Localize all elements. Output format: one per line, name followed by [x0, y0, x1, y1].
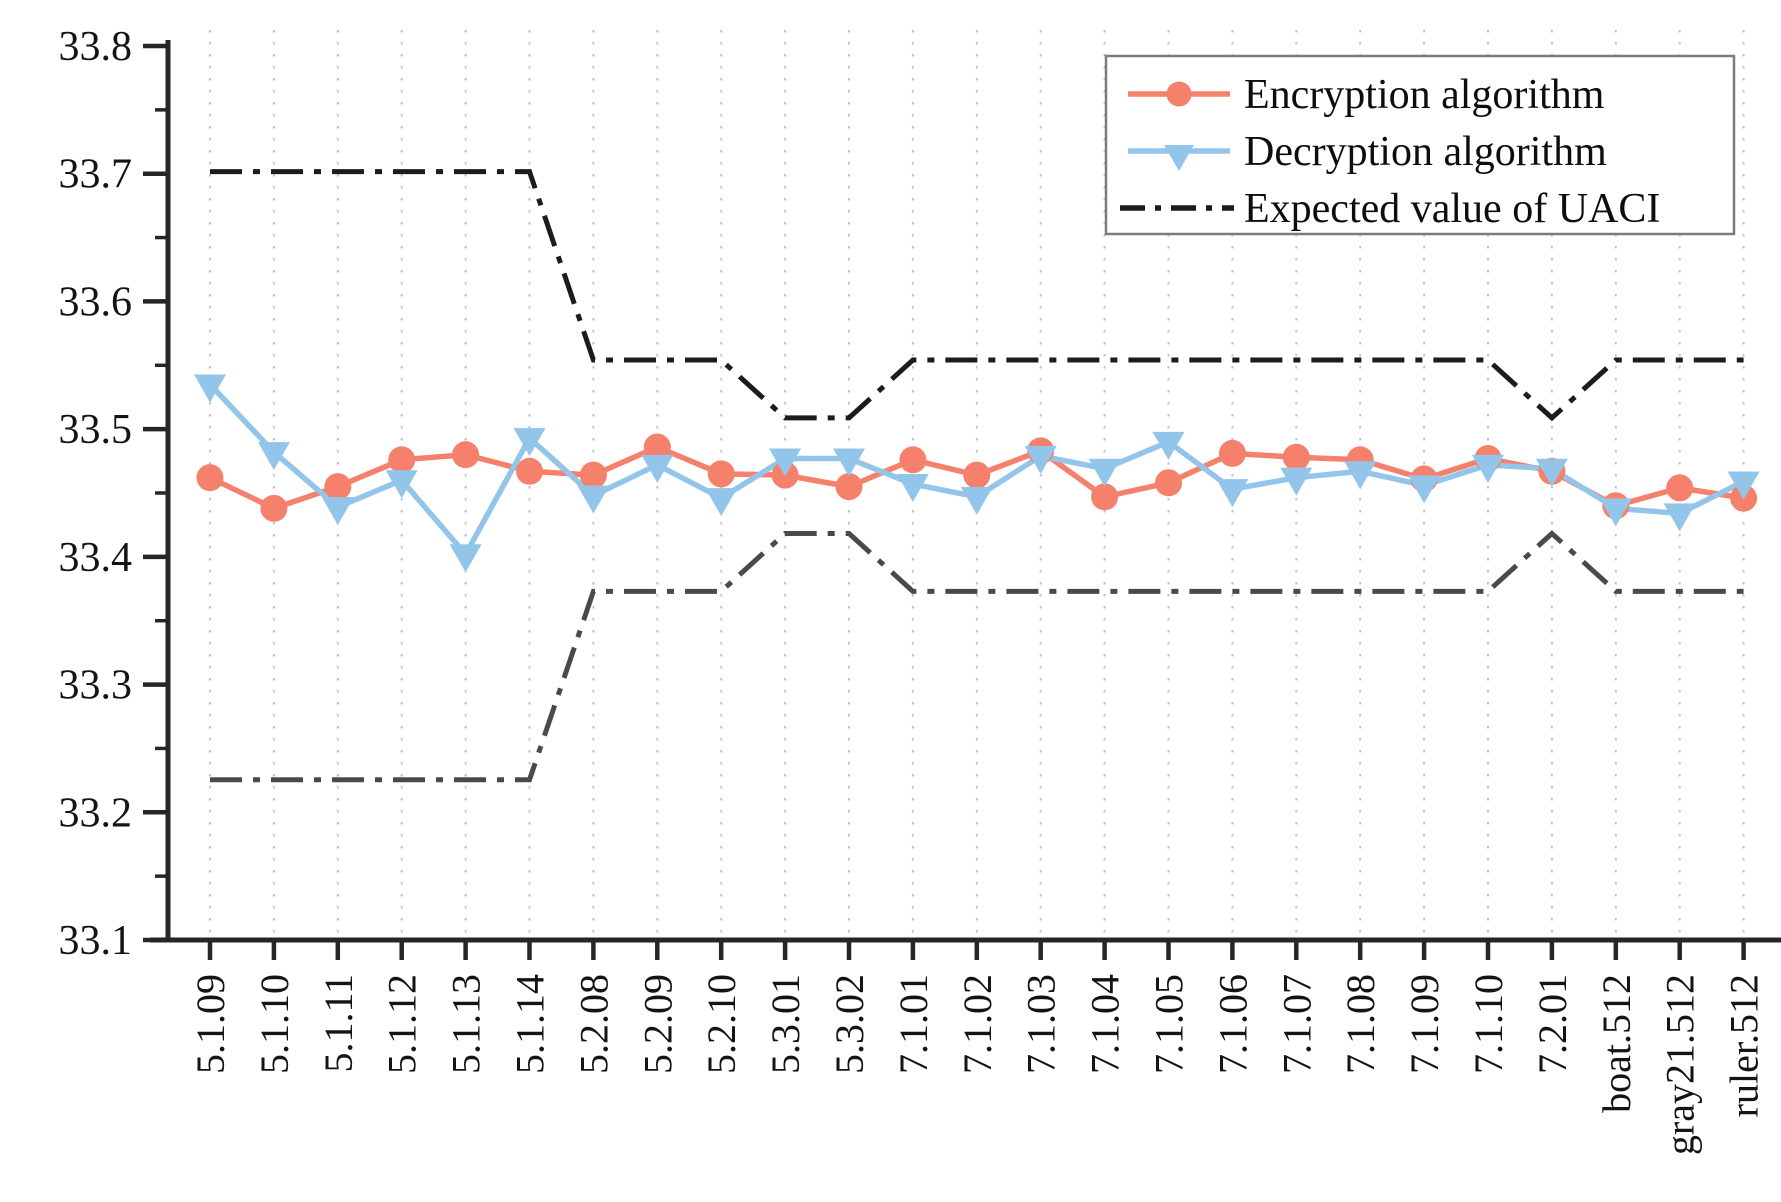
- lower-bound-line: [210, 530, 1744, 783]
- decryption-point: [1216, 479, 1249, 508]
- x-tick-label: 7.1.03: [1019, 974, 1064, 1074]
- encryption-marker-icon: [1166, 81, 1192, 107]
- encryption-point: [260, 494, 288, 522]
- x-tick-label: boat.512: [1594, 974, 1639, 1113]
- x-tick-label: 5.2.09: [635, 974, 680, 1074]
- y-tick-label: 33.6: [59, 279, 133, 325]
- encryption-point: [1155, 469, 1182, 497]
- decryption-point: [1472, 454, 1504, 483]
- y-tick-label: 33.7: [59, 152, 133, 198]
- x-tick-label: 5.1.14: [508, 974, 553, 1074]
- legend-box: [1104, 54, 1736, 236]
- encryption-point: [1091, 483, 1119, 511]
- x-tick-label: ruler.512: [1722, 974, 1767, 1117]
- y-tick-label: 33.3: [59, 663, 133, 709]
- x-tick-label: 7.1.07: [1274, 974, 1319, 1074]
- encryption-point: [324, 473, 352, 501]
- x-tick-label: 7.1.06: [1210, 974, 1255, 1074]
- decryption-point: [1280, 467, 1313, 496]
- decryption-point: [1599, 498, 1632, 527]
- legend-item-decryption: Decryption algorithm: [1128, 129, 1607, 175]
- y-tick-label: 33.8: [59, 24, 133, 70]
- x-tick-label: gray21.512: [1658, 974, 1703, 1155]
- x-tick-label: 7.1.09: [1402, 974, 1447, 1074]
- x-tick-label: 7.1.05: [1147, 974, 1192, 1074]
- encryption-point: [1218, 439, 1246, 467]
- x-tick-label: 5.1.13: [444, 974, 489, 1074]
- uaci-chart-figure: 33.1 33.2 33.3 33.4 33.5 33.6 33.7 33.8 5.1.09 5.…: [40, 16, 1781, 1186]
- x-tick-label: 7.1.04: [1083, 974, 1128, 1074]
- encryption-point: [452, 441, 480, 469]
- encryption-point: [899, 446, 927, 474]
- y-axis-ticks: 33.1 33.2 33.3 33.4 33.5 33.6 33.7 33.8: [59, 24, 168, 964]
- decryption-point: [833, 448, 865, 477]
- decryption-markers: [194, 374, 1760, 573]
- y-tick-label: 33.1: [59, 918, 133, 964]
- decryption-point: [769, 448, 802, 477]
- decryption-point: [385, 470, 418, 499]
- encryption-point: [835, 473, 863, 501]
- decryption-point: [1408, 475, 1441, 504]
- x-tick-label: 5.2.08: [571, 974, 616, 1074]
- decryption-point: [1344, 461, 1377, 490]
- uaci-line-chart: 33.133.233.333.433.533.633.733.85.1.09 5.…: [59, 24, 1781, 1155]
- legend-item-expected-uaci: Expected value of UACI: [1120, 186, 1660, 232]
- decryption-point: [1535, 458, 1568, 487]
- decryption-point: [194, 374, 226, 403]
- x-tick-label: 5.1.10: [252, 974, 297, 1074]
- legend-label: Expected value of UACI: [1244, 186, 1660, 232]
- x-tick-label: 7.1.02: [955, 974, 1000, 1074]
- decryption-point: [1663, 503, 1696, 532]
- x-tick-label: 7.1.10: [1466, 974, 1511, 1074]
- y-tick-label: 33.2: [59, 790, 133, 836]
- y-tick-label: 33.5: [59, 407, 133, 453]
- x-tick-label: 5.3.02: [827, 974, 872, 1074]
- x-tick-label: 5.1.12: [380, 974, 425, 1074]
- x-tick-label: 5.1.11: [316, 974, 361, 1073]
- encryption-point: [963, 461, 991, 489]
- decryption-point: [1088, 458, 1121, 487]
- legend-item-encryption: Encryption algorithm: [1128, 72, 1605, 118]
- decryption-point: [641, 454, 674, 483]
- encryption-point: [707, 460, 735, 488]
- decryption-point: [257, 442, 290, 471]
- encryption-point: [1282, 443, 1310, 471]
- x-tick-label: 7.2.01: [1530, 974, 1575, 1074]
- encryption-point: [388, 446, 416, 474]
- encryption-point: [1666, 474, 1694, 502]
- decryption-point: [513, 428, 546, 457]
- upper-bound-line: [210, 169, 1744, 422]
- gridlines: [209, 30, 1745, 940]
- x-tick-label: 5.1.09: [188, 974, 233, 1074]
- decryption-marker-icon: [1164, 145, 1194, 171]
- y-tick-label: 33.4: [59, 535, 133, 581]
- legend-label: Encryption algorithm: [1244, 72, 1605, 118]
- x-axis-ticks: 5.1.09 5.1.10 5.1.11 5.1.12 5.1.13 5.1.14 5.2.…: [188, 940, 1767, 1155]
- legend: Encryption algorithm Decryption algorithm…: [1104, 54, 1736, 236]
- decryption-point: [321, 497, 354, 526]
- x-tick-label: 5.3.01: [763, 974, 808, 1074]
- decryption-point: [577, 485, 610, 514]
- decryption-point: [1024, 445, 1057, 474]
- decryption-point: [1727, 471, 1760, 500]
- encryption-point: [516, 457, 543, 485]
- decryption-point: [896, 474, 929, 503]
- decryption-point: [705, 488, 738, 517]
- decryption-point: [960, 486, 993, 515]
- legend-label: Decryption algorithm: [1244, 129, 1607, 175]
- encryption-point: [579, 461, 607, 489]
- encryption-point: [643, 433, 671, 461]
- decryption-point: [1152, 431, 1185, 460]
- x-tick-label: 7.1.08: [1338, 974, 1383, 1074]
- decryption-point: [449, 544, 482, 573]
- x-tick-label: 5.2.10: [699, 974, 744, 1074]
- encryption-point: [196, 464, 224, 492]
- x-tick-label: 7.1.01: [891, 974, 936, 1074]
